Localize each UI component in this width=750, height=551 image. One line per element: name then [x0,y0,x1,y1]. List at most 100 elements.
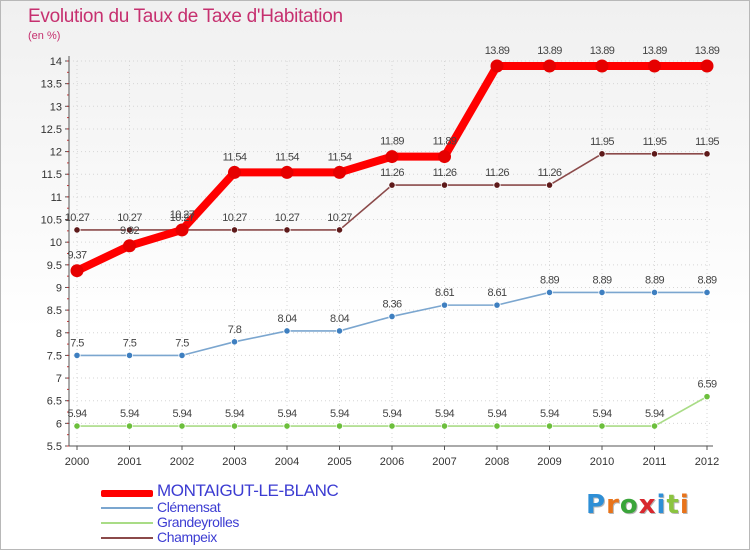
legend-label-grandeyrolles: Grandeyrolles [157,514,239,530]
data-label-champeix: 10.27 [327,212,352,224]
y-tick-label: 13.5 [41,79,62,91]
data-label-champeix: 10.27 [170,212,195,224]
data-label-clemensat: 7.5 [70,337,84,349]
data-point-grandeyrolles [440,422,449,430]
y-tick-label: 10 [50,237,62,249]
data-label-grandeyrolles: 5.94 [382,408,401,420]
logo-letter: P [586,490,607,520]
data-point-grandeyrolles [283,422,291,430]
data-point-champeix [230,226,239,234]
data-point-grandeyrolles [178,422,186,430]
logo-letter: i [679,490,690,520]
y-tick-label: 12.5 [41,124,62,136]
data-point-grandeyrolles [650,422,659,430]
data-point-montaigut-le-blanc [438,150,451,164]
data-label-grandeyrolles: 5.94 [120,408,139,420]
data-label-montaigut-le-blanc: 9.92 [120,225,139,237]
legend-swatch-clemensat [101,507,153,509]
y-tick-label: 7.5 [47,350,62,362]
x-tick-label: 2006 [380,456,404,468]
y-tick-label: 9.5 [47,260,62,272]
y-tick-label: 5.5 [47,441,62,453]
data-point-clemensat [493,301,501,309]
data-point-grandeyrolles [545,422,554,430]
y-tick-label: 11.5 [41,169,62,181]
y-axis-unit-label: (en %) [28,30,61,42]
data-point-montaigut-le-blanc [228,165,241,179]
data-label-montaigut-le-blanc: 11.89 [380,136,404,148]
data-label-montaigut-le-blanc: 9.37 [67,250,86,262]
x-tick-label: 2005 [327,456,351,468]
data-point-montaigut-le-blanc [543,59,556,73]
legend-label-champeix: Champeix [157,529,217,545]
data-label-montaigut-le-blanc: 13.89 [695,45,720,57]
series-layer [70,59,714,430]
data-label-grandeyrolles: 5.94 [277,408,296,420]
chart-axes: 5.5 6 6.5 7 7.5 8 8.5 9 9.5 10 10.5 11 11.5 12 12.5 13 1… [41,56,719,468]
data-point-montaigut-le-blanc [333,165,346,179]
data-point-grandeyrolles [598,422,606,430]
data-label-champeix: 11.95 [643,136,667,148]
data-label-clemensat: 8.04 [330,313,349,325]
x-tick-label: 2001 [117,456,141,468]
y-tick-label: 8 [56,328,62,340]
data-label-grandeyrolles: 5.94 [540,408,559,420]
data-label-grandeyrolles: 5.94 [487,408,506,420]
data-label-grandeyrolles: 6.59 [697,379,716,391]
data-point-clemensat [125,351,134,360]
y-tick-label: 10.5 [41,215,62,227]
data-label-montaigut-le-blanc: 13.89 [485,45,510,57]
x-tick-label: 2004 [275,456,299,468]
x-tick-label: 2002 [170,456,194,468]
x-tick-label: 2007 [432,456,456,468]
data-point-champeix [388,181,396,189]
logo-letter: x [638,490,657,520]
data-point-montaigut-le-blanc [280,165,294,179]
data-point-clemensat [283,327,291,335]
data-label-champeix: 10.27 [222,212,247,224]
data-point-montaigut-le-blanc [175,223,189,237]
data-label-clemensat: 7.5 [123,337,137,349]
data-point-clemensat [335,327,344,335]
data-labels-layer: 10.27 10.27 10.27 10.27 10.27 10.27 11.26 11.26… [65,45,721,420]
data-label-montaigut-le-blanc: 13.89 [537,45,562,57]
x-tick-label: 2008 [485,456,509,468]
data-label-clemensat: 8.89 [645,274,664,286]
legend-swatch-montaigut [101,490,153,497]
proxiti-logo: Proxiti [586,490,690,520]
logo-letter: r [606,490,620,520]
data-point-champeix [440,181,449,189]
data-point-clemensat [178,351,186,360]
data-point-grandeyrolles [73,422,81,430]
data-point-clemensat [388,312,396,321]
data-point-montaigut-le-blanc [385,150,399,164]
x-tick-label: 2010 [590,456,614,468]
data-point-clemensat [703,288,711,297]
y-tick-label: 8.5 [47,305,62,317]
data-point-montaigut-le-blanc [123,239,136,253]
x-tick-label: 2012 [695,456,719,468]
x-tick-label: 2000 [65,456,89,468]
data-label-grandeyrolles: 5.94 [645,408,664,420]
data-label-champeix: 10.27 [117,212,142,224]
data-point-montaigut-le-blanc [700,59,714,73]
data-point-montaigut-le-blanc [490,59,504,73]
data-point-grandeyrolles [230,422,239,430]
logo-letter: t [666,490,680,520]
data-label-clemensat: 8.61 [435,287,454,299]
chart-title: Evolution du Taux de Taxe d'Habitation [28,6,343,27]
data-label-clemensat: 7.5 [175,337,189,349]
data-point-champeix [73,226,81,234]
y-tick-label: 7 [56,373,62,385]
data-label-clemensat: 8.89 [540,274,559,286]
data-label-clemensat: 8.89 [697,274,716,286]
data-point-grandeyrolles [388,422,396,430]
data-label-clemensat: 8.89 [592,274,611,286]
x-tick-label: 2011 [643,456,667,468]
data-point-champeix [598,150,606,158]
data-label-montaigut-le-blanc: 11.89 [433,136,457,148]
data-point-clemensat [230,338,239,346]
data-label-clemensat: 8.04 [277,313,296,325]
